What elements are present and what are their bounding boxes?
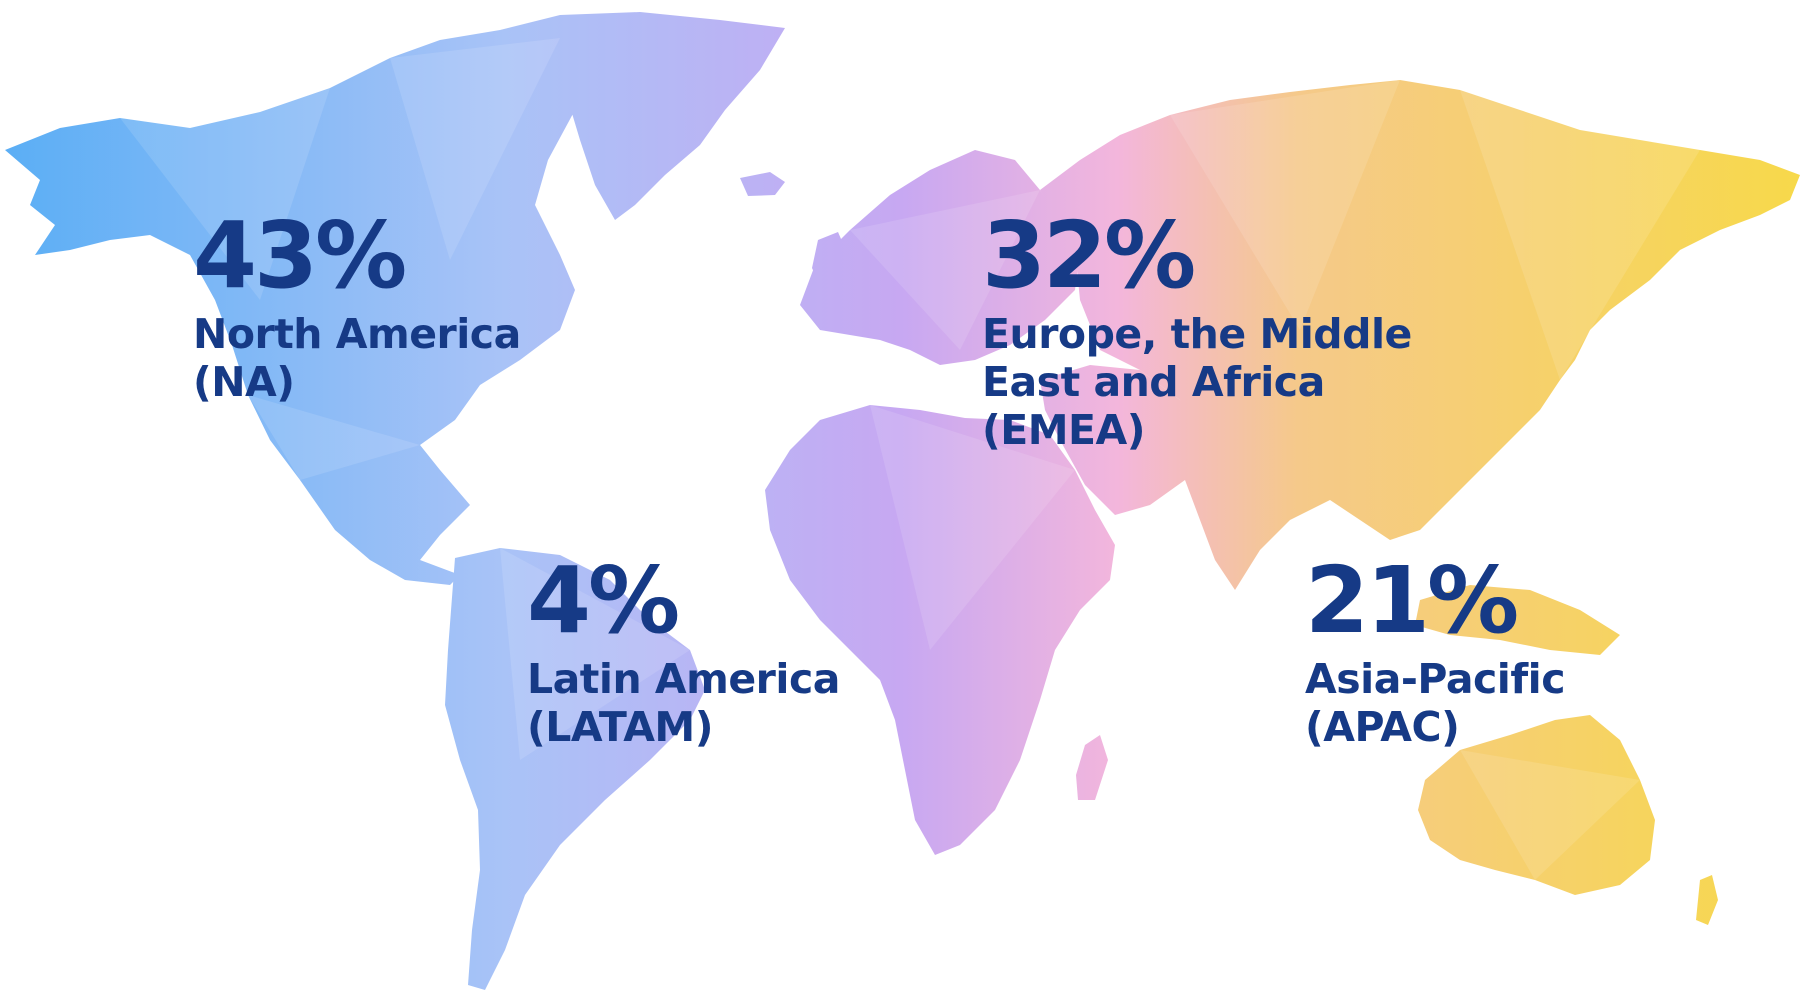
greenland-landmass <box>500 12 785 220</box>
region-na: 43% North America (NA) <box>193 202 521 407</box>
africa-landmass <box>765 405 1115 855</box>
south-america-landmass <box>445 548 705 990</box>
region-na-label: North America (NA) <box>193 310 521 406</box>
region-emea-label-line: East and Africa <box>982 358 1325 406</box>
region-emea-label-line: (EMEA) <box>982 406 1146 454</box>
japan-landmass <box>1540 280 1598 385</box>
region-apac-label: Asia-Pacific (APAC) <box>1305 655 1566 751</box>
region-apac: 21% Asia-Pacific (APAC) <box>1305 547 1566 752</box>
region-apac-label-line: Asia-Pacific <box>1305 655 1566 703</box>
region-latam-percent: 4% <box>527 547 680 654</box>
new-zealand-landmass <box>1696 875 1718 925</box>
australia-landmass <box>1418 715 1655 895</box>
asia-landmass <box>1040 80 1800 590</box>
region-apac-label-line: (APAC) <box>1305 703 1460 751</box>
region-na-label-line: (NA) <box>193 358 295 406</box>
europe-landmass <box>800 150 1080 365</box>
region-latam: 4% Latin America (LATAM) <box>527 547 840 752</box>
central-america-landmass <box>300 480 460 585</box>
british-isles-landmass <box>812 232 848 290</box>
region-emea: 32% Europe, the Middle East and Africa (… <box>982 202 1412 455</box>
region-emea-label: Europe, the Middle East and Africa (EMEA… <box>982 310 1412 454</box>
region-latam-label-line: Latin America <box>527 655 840 703</box>
region-latam-label: Latin America (LATAM) <box>527 655 840 751</box>
iceland-landmass <box>740 172 785 196</box>
middle-east-landmass <box>1040 365 1200 515</box>
region-emea-label-line: Europe, the Middle <box>982 310 1412 358</box>
madagascar-landmass <box>1076 735 1108 800</box>
north-america-landmass <box>5 30 590 575</box>
southeast-asia-islands-landmass <box>1415 585 1620 655</box>
region-latam-label-line: (LATAM) <box>527 703 713 751</box>
region-na-label-line: North America <box>193 310 521 358</box>
region-emea-percent: 32% <box>982 202 1196 309</box>
region-na-percent: 43% <box>193 202 407 309</box>
facet-overlay <box>120 38 1700 880</box>
region-apac-percent: 21% <box>1305 547 1519 654</box>
